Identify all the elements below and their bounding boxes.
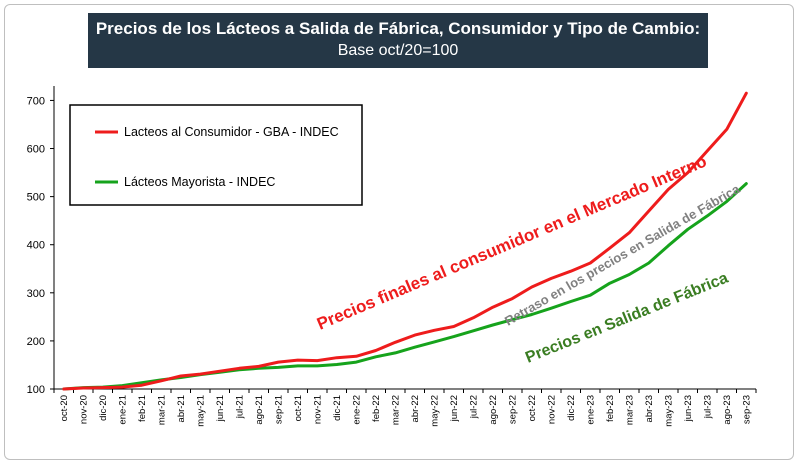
x-tick-label: sep-22 bbox=[507, 395, 518, 424]
x-tick-label: mar-23 bbox=[624, 395, 635, 425]
x-tick-label: may-21 bbox=[195, 395, 206, 427]
x-tick-label: nov-20 bbox=[78, 395, 89, 424]
y-tick-label: 100 bbox=[27, 384, 45, 396]
y-tick-label: 600 bbox=[27, 144, 45, 156]
x-tick-label: sep-23 bbox=[741, 395, 752, 424]
x-tick-label: feb-23 bbox=[605, 395, 616, 422]
y-tick-label: 300 bbox=[27, 288, 45, 300]
x-tick-label: ago-23 bbox=[722, 395, 733, 425]
x-tick-label: mar-22 bbox=[390, 395, 401, 425]
x-tick-label: jul-21 bbox=[234, 395, 245, 419]
x-tick-label: oct-21 bbox=[293, 395, 304, 421]
x-tick-label: feb-21 bbox=[137, 395, 148, 422]
x-tick-label: ene-22 bbox=[351, 395, 362, 425]
x-tick-label: jul-23 bbox=[702, 395, 713, 419]
x-tick-label: may-23 bbox=[663, 395, 674, 427]
x-tick-label: sep-21 bbox=[273, 395, 284, 424]
y-tick-label: 700 bbox=[27, 95, 45, 107]
x-tick-label: ene-23 bbox=[585, 395, 596, 425]
x-tick-label: jun-21 bbox=[215, 395, 226, 422]
chart-subtitle: Base oct/20=100 bbox=[337, 42, 459, 59]
x-tick-label: mar-21 bbox=[156, 395, 167, 425]
x-tick-label: nov-21 bbox=[312, 395, 323, 424]
legend-box bbox=[69, 104, 363, 206]
series-line-consumidor bbox=[62, 91, 748, 391]
x-tick-label: nov-22 bbox=[546, 395, 557, 424]
x-tick-label: dic-22 bbox=[566, 395, 577, 421]
x-tick-label: dic-20 bbox=[98, 395, 109, 421]
x-tick-label: may-22 bbox=[429, 395, 440, 427]
legend: Lacteos al Consumidor - GBA - INDEC Lácte… bbox=[69, 104, 363, 206]
x-tick-label: jun-23 bbox=[683, 395, 694, 422]
series-layer bbox=[62, 91, 748, 391]
legend-label: Lácteos Mayorista - INDEC bbox=[124, 175, 275, 189]
x-tick-label: abr-21 bbox=[176, 395, 187, 422]
axes: 100 200 300 400 500 600 700 oct-20 nov-20 dic-20 e… bbox=[27, 86, 757, 427]
annotation-factory-prices: Precios en Salida de Fábrica bbox=[523, 270, 731, 367]
legend-label: Lacteos al Consumidor - GBA - INDEC bbox=[124, 125, 339, 139]
x-tick-label: oct-22 bbox=[527, 395, 538, 421]
x-tick-label: jul-22 bbox=[468, 395, 479, 419]
x-tick-label: oct-20 bbox=[59, 395, 70, 421]
chart-title: Precios de los Lácteos a Salida de Fábri… bbox=[95, 19, 701, 38]
annotations: Precios finales al consumidor en el Merc… bbox=[314, 152, 743, 367]
y-tick-label: 500 bbox=[27, 192, 45, 204]
y-tick-label: 200 bbox=[27, 336, 45, 348]
chart-title-box: Precios de los Lácteos a Salida de Fábri… bbox=[88, 13, 708, 68]
x-tick-label: ene-21 bbox=[117, 395, 128, 425]
x-tick-label: ago-22 bbox=[488, 395, 499, 425]
x-tick-label: jun-22 bbox=[449, 395, 460, 422]
x-tick-label: ago-21 bbox=[254, 395, 265, 425]
x-tick-label: dic-21 bbox=[332, 395, 343, 421]
x-tick-label: abr-23 bbox=[644, 395, 655, 422]
x-tick-label: abr-22 bbox=[410, 395, 421, 422]
x-tick-label: feb-22 bbox=[371, 395, 382, 422]
y-tick-label: 400 bbox=[27, 240, 45, 252]
